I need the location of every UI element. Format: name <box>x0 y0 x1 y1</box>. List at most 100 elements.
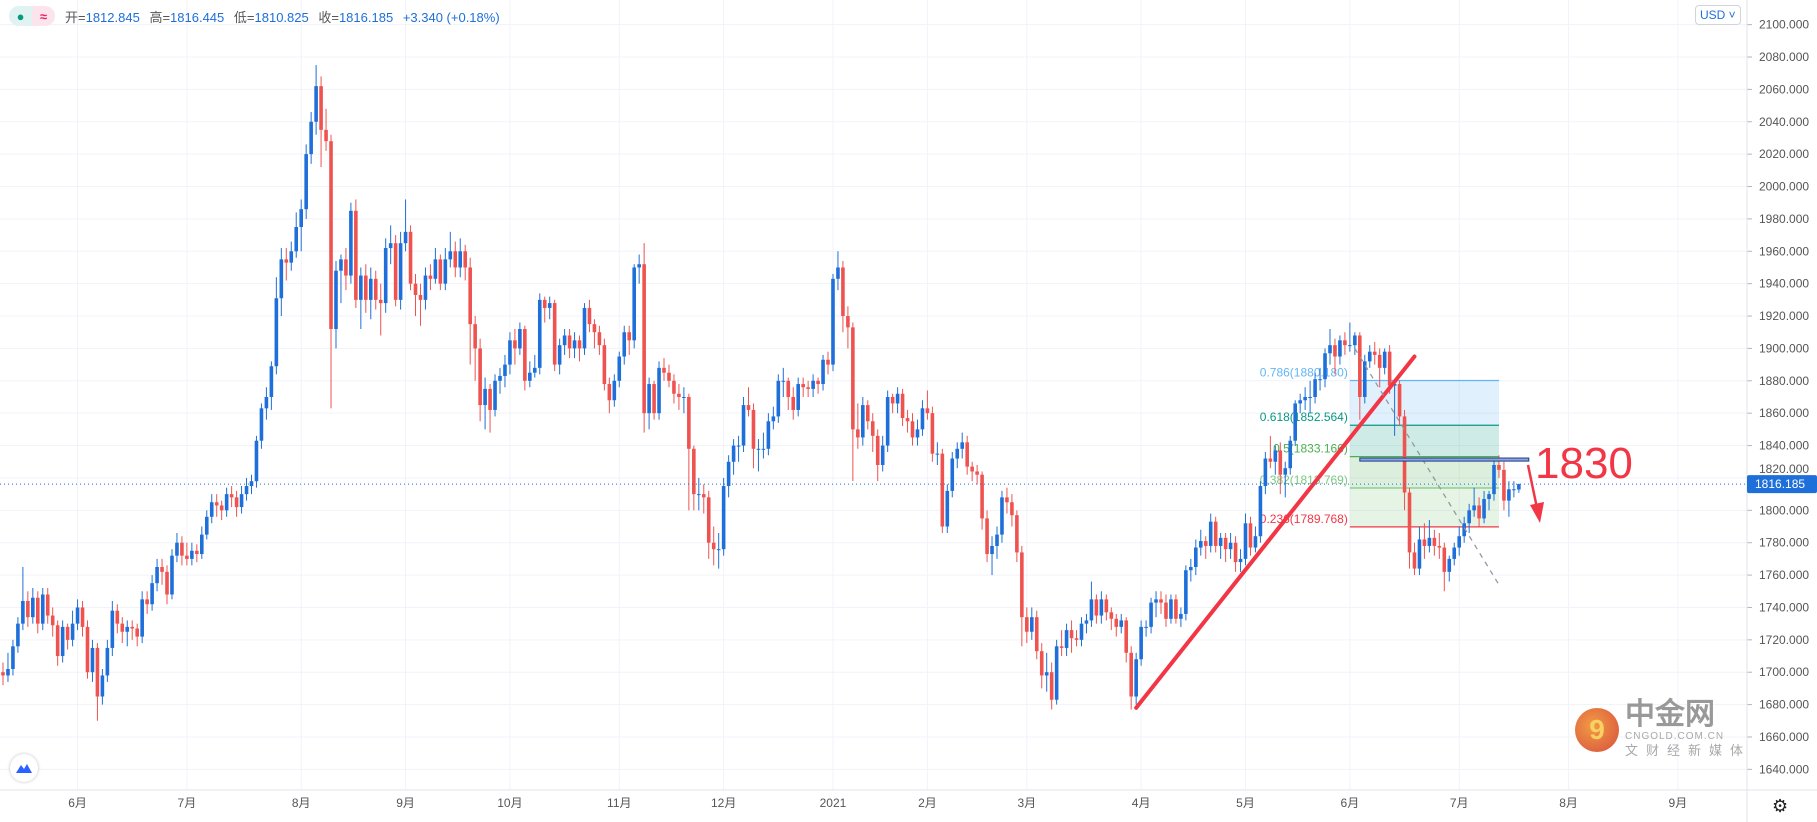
candle-body <box>652 384 656 414</box>
price-tick-label: 1660.000 <box>1759 730 1809 744</box>
candle-body <box>393 243 398 300</box>
candle <box>443 248 448 291</box>
candle <box>234 490 239 517</box>
candle <box>1377 348 1382 388</box>
candle <box>781 367 786 397</box>
open-label: 开= <box>65 9 86 25</box>
candle-body <box>547 303 552 308</box>
time-tick-label: 7月 <box>178 796 197 810</box>
candle-body <box>870 421 875 436</box>
price-tick-label: 1980.000 <box>1759 212 1809 226</box>
candle <box>185 542 189 566</box>
candle-body <box>165 571 169 595</box>
candle-body <box>31 597 35 618</box>
candle <box>1442 542 1447 592</box>
price-tick-label: 2080.000 <box>1759 50 1809 64</box>
candle-body <box>562 335 567 346</box>
candle <box>1034 610 1039 660</box>
candle-body <box>706 497 711 543</box>
candle-body <box>1164 602 1168 619</box>
candle-body <box>975 471 979 475</box>
candle-body <box>70 623 75 640</box>
time-tick-label: 9月 <box>396 796 415 810</box>
price-tick-label: 1760.000 <box>1759 568 1809 582</box>
candle <box>195 544 199 563</box>
candle-body <box>259 408 264 441</box>
candle-body <box>1293 403 1297 441</box>
candle <box>378 283 383 336</box>
candle <box>746 387 751 417</box>
candle-body <box>110 610 115 648</box>
candle-body <box>1517 484 1521 490</box>
candle <box>314 65 318 135</box>
candle-body <box>214 502 219 506</box>
candle-body <box>1000 497 1004 535</box>
candle-body <box>135 628 139 637</box>
candle-body <box>488 388 492 410</box>
candle <box>1397 380 1402 427</box>
candle-body <box>1457 536 1462 548</box>
candle <box>1223 532 1228 563</box>
candle-body <box>319 86 323 130</box>
candle <box>995 526 999 559</box>
candle <box>1452 542 1457 566</box>
candle-body <box>657 367 661 414</box>
candle <box>1472 487 1476 517</box>
candle <box>180 536 184 566</box>
candle-body <box>1034 617 1039 652</box>
candle <box>1457 526 1462 556</box>
candle-body <box>463 251 468 268</box>
ohlc-values: 开=1812.845 高=1816.445 低=1810.825 收=1816.… <box>65 7 506 26</box>
currency-button[interactable]: USD ˅ <box>1695 5 1741 25</box>
candle <box>925 390 930 420</box>
tradingview-logo-icon[interactable] <box>10 754 38 782</box>
visibility-dot-icon[interactable]: ● <box>9 6 32 26</box>
candle-body <box>55 625 60 657</box>
candle <box>647 377 651 430</box>
candle-body <box>473 324 477 349</box>
candle <box>851 322 855 482</box>
price-tick-label: 2040.000 <box>1759 115 1809 129</box>
candle <box>1049 662 1054 710</box>
candle-body <box>11 646 15 669</box>
candle <box>1079 617 1084 647</box>
candle <box>175 532 179 563</box>
candle <box>1139 620 1143 666</box>
candle <box>1094 594 1099 624</box>
candle-body <box>1094 599 1099 616</box>
candle-body <box>826 359 830 365</box>
candle <box>274 277 279 375</box>
candle <box>756 439 761 472</box>
gear-icon[interactable]: ⚙ <box>1772 796 1789 816</box>
candle-body <box>418 294 423 300</box>
price-tick-label: 1880.000 <box>1759 374 1809 388</box>
candle-body <box>1233 542 1238 563</box>
candle <box>786 377 791 410</box>
candle-body <box>746 405 751 410</box>
candle <box>1328 328 1332 365</box>
approx-icon[interactable]: ≈ <box>32 6 55 26</box>
candle-body <box>60 626 65 657</box>
time-tick-label: 6月 <box>68 796 87 810</box>
candle-body <box>190 550 194 559</box>
candle <box>75 599 80 631</box>
candle <box>1273 445 1278 475</box>
candle-body <box>622 332 627 357</box>
candle-body <box>736 445 741 447</box>
candle <box>672 374 676 404</box>
candle <box>503 354 507 388</box>
candle-body <box>915 429 920 438</box>
candle <box>1109 607 1114 631</box>
candle <box>1482 490 1486 524</box>
candle <box>334 260 338 349</box>
cngold-logo-icon: 9 <box>1575 707 1619 752</box>
candle <box>1198 529 1203 556</box>
candle <box>1263 452 1268 495</box>
candle <box>1427 520 1432 553</box>
legend-toggles[interactable]: ● ≈ <box>9 6 55 26</box>
candle-body <box>1362 361 1367 397</box>
candle <box>1039 643 1044 689</box>
candle <box>488 384 492 433</box>
candle-body <box>582 307 587 349</box>
